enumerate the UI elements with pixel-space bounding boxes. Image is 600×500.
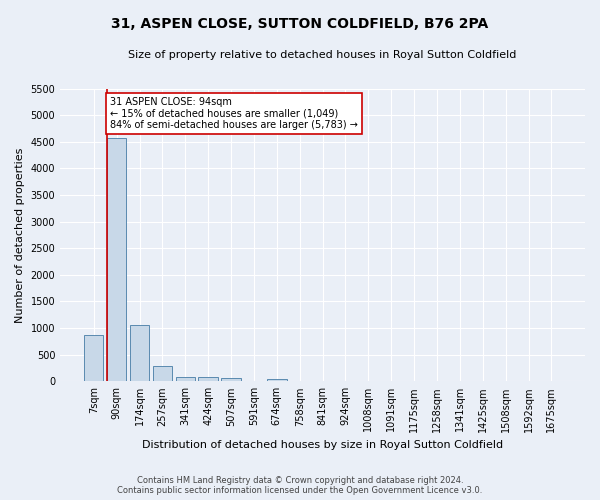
Bar: [84, 335, 103, 382]
Bar: [221, 378, 241, 382]
Bar: [176, 376, 195, 382]
Bar: [267, 379, 287, 382]
Bar: [107, 138, 127, 382]
Y-axis label: Number of detached properties: Number of detached properties: [15, 147, 25, 322]
Text: 31 ASPEN CLOSE: 94sqm
← 15% of detached houses are smaller (1,049)
84% of semi-d: 31 ASPEN CLOSE: 94sqm ← 15% of detached …: [110, 96, 358, 130]
Text: Contains HM Land Registry data © Crown copyright and database right 2024.
Contai: Contains HM Land Registry data © Crown c…: [118, 476, 482, 495]
Title: Size of property relative to detached houses in Royal Sutton Coldfield: Size of property relative to detached ho…: [128, 50, 517, 60]
Bar: [152, 366, 172, 382]
X-axis label: Distribution of detached houses by size in Royal Sutton Coldfield: Distribution of detached houses by size …: [142, 440, 503, 450]
Bar: [130, 325, 149, 382]
Text: 31, ASPEN CLOSE, SUTTON COLDFIELD, B76 2PA: 31, ASPEN CLOSE, SUTTON COLDFIELD, B76 2…: [112, 18, 488, 32]
Bar: [199, 377, 218, 382]
